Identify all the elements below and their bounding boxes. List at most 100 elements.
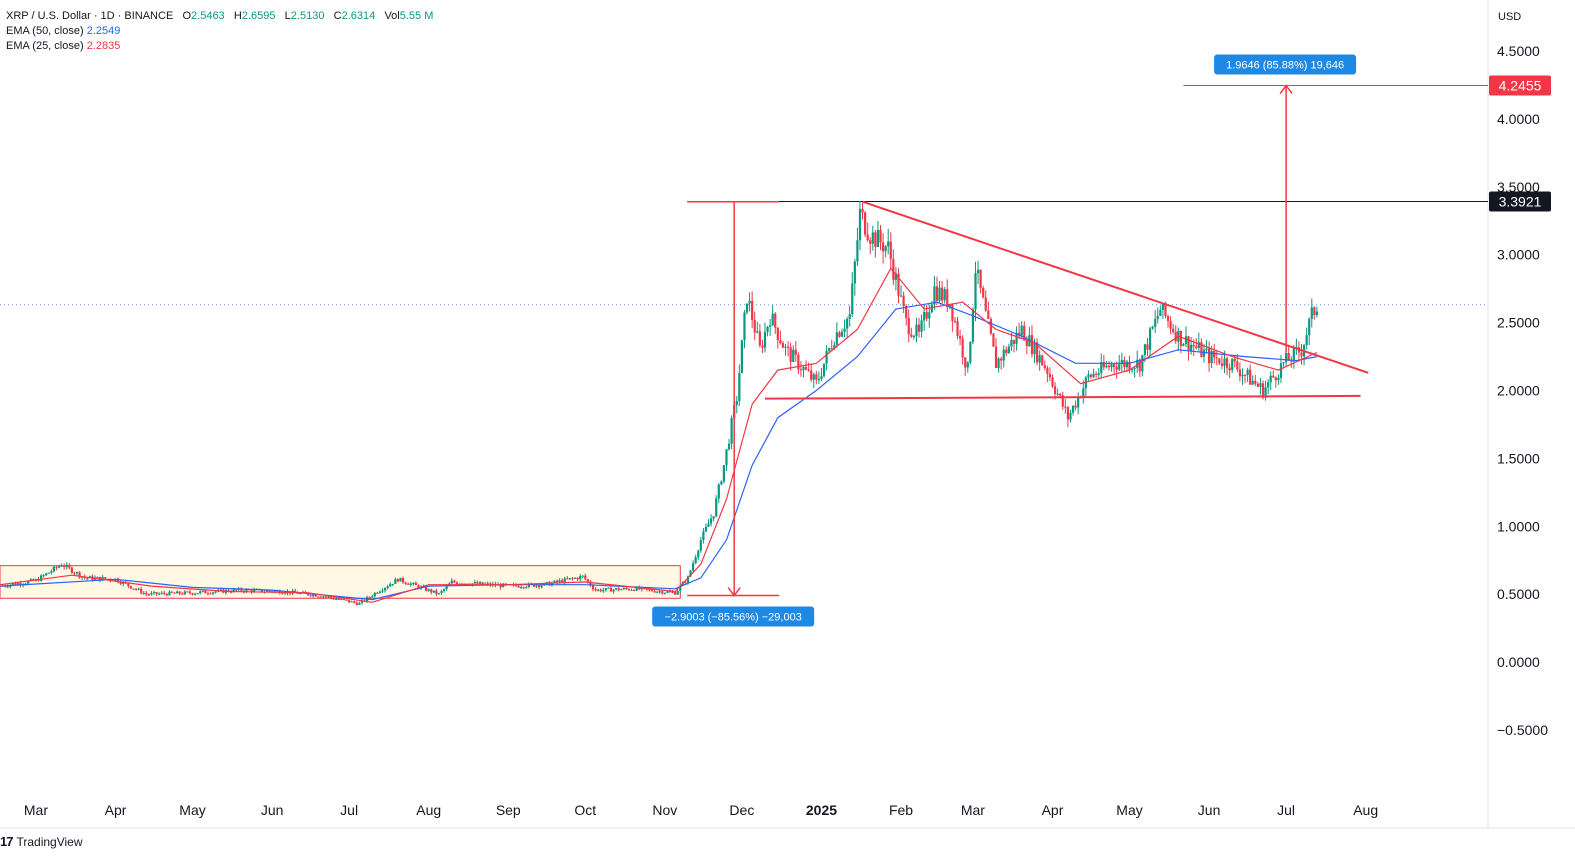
candle-body xyxy=(935,286,939,301)
candle-body xyxy=(168,591,171,596)
symbol-title[interactable]: XRP / U.S. Dollar · 1D · BINANCE xyxy=(6,10,174,22)
ema25-label[interactable]: EMA (25, close) xyxy=(6,40,84,52)
candle-body xyxy=(632,589,636,591)
candle-body xyxy=(763,331,767,348)
candle-body xyxy=(540,585,543,588)
candle-body xyxy=(756,331,759,333)
candle-body xyxy=(283,593,287,595)
candle-body xyxy=(730,418,733,444)
candle-body xyxy=(1264,387,1267,398)
candle-body xyxy=(1043,365,1046,369)
y-tick-label: 2.5000 xyxy=(1497,315,1540,331)
candle-body xyxy=(920,320,923,332)
candle-body xyxy=(1207,348,1211,364)
candle-body xyxy=(443,589,446,591)
candle-body xyxy=(389,584,392,587)
candle-body xyxy=(1172,328,1175,332)
candle-body xyxy=(912,335,915,337)
candle-body xyxy=(1107,365,1111,368)
candle-body xyxy=(692,563,695,571)
candle-body xyxy=(861,208,864,213)
candle-body xyxy=(417,585,420,589)
candle-body xyxy=(16,583,20,585)
candle-body xyxy=(1136,359,1139,368)
candle-body xyxy=(843,328,846,332)
candle-body xyxy=(191,593,194,595)
candle-body xyxy=(1228,367,1231,371)
candle-body xyxy=(1272,375,1275,378)
candle-body xyxy=(833,344,836,349)
candle-body xyxy=(404,582,407,584)
candle-body xyxy=(427,589,430,591)
candle-body xyxy=(1236,361,1239,370)
candle-body xyxy=(1118,364,1121,370)
y-tick-label: −0.5000 xyxy=(1497,722,1548,738)
candle-body xyxy=(332,597,335,600)
candle-body xyxy=(1087,374,1090,378)
candle-body xyxy=(740,340,743,374)
candle-body xyxy=(75,572,79,574)
candle-body xyxy=(771,313,774,326)
y-tick-label: 0.0000 xyxy=(1497,654,1540,670)
candle-body xyxy=(176,591,179,594)
candle-body xyxy=(871,232,874,244)
candle-body xyxy=(68,564,71,568)
candle-body xyxy=(414,582,417,586)
candle-body xyxy=(553,580,556,583)
candle-body xyxy=(214,591,217,593)
candle-body xyxy=(63,565,66,568)
candle-body xyxy=(853,261,856,284)
currency-label[interactable]: USD xyxy=(1498,11,1522,23)
candle-body xyxy=(1053,386,1057,394)
candle-body xyxy=(163,592,166,594)
candle-body xyxy=(1084,377,1087,389)
candle-body xyxy=(145,592,148,595)
y-tick-label: 0.5000 xyxy=(1497,586,1540,602)
candle-body xyxy=(635,587,638,591)
x-tick-label: Dec xyxy=(729,802,754,818)
candle-body xyxy=(1277,377,1280,381)
candle-body xyxy=(928,312,931,319)
candle-body xyxy=(712,516,715,519)
candle-body xyxy=(743,312,746,341)
candle-body xyxy=(745,303,749,313)
candle-body xyxy=(994,346,998,368)
candle-body xyxy=(663,592,666,594)
candle-body xyxy=(1102,362,1105,368)
candle-body xyxy=(432,590,435,593)
chart-legend: XRP / U.S. Dollar · 1D · BINANCE O2.5463… xyxy=(6,9,433,54)
candle-body xyxy=(941,287,944,301)
x-tick-label: Oct xyxy=(574,802,596,818)
candle-body xyxy=(155,592,158,595)
ema50-label[interactable]: EMA (50, close) xyxy=(6,25,84,37)
candle-body xyxy=(1156,316,1159,319)
target-price-badge xyxy=(1489,75,1551,96)
y-tick-label: 3.0000 xyxy=(1497,247,1540,263)
candle-body xyxy=(591,585,595,590)
candle-body xyxy=(668,591,672,593)
candle-body xyxy=(661,591,664,594)
candle-body xyxy=(1187,336,1190,352)
candle-body xyxy=(625,588,628,590)
candle-body xyxy=(204,590,207,594)
candle-body xyxy=(486,583,489,585)
tradingview-brand[interactable]: 17 TradingView xyxy=(0,834,83,849)
candle-body xyxy=(520,587,523,589)
candle-body xyxy=(571,578,574,580)
candle-body xyxy=(899,295,903,297)
consolidation-range-box xyxy=(0,565,681,599)
candle-body xyxy=(1092,373,1095,377)
candle-body xyxy=(697,550,700,558)
candle-body xyxy=(917,324,921,332)
candle-body xyxy=(1036,342,1039,363)
candle-body xyxy=(989,318,992,334)
candle-body xyxy=(178,591,181,594)
close-value: 2.6314 xyxy=(341,10,376,22)
candle-body xyxy=(1225,358,1229,368)
candle-body xyxy=(1018,332,1021,336)
candle-body xyxy=(558,580,561,582)
candle-body xyxy=(689,570,692,577)
candle-body xyxy=(812,374,815,380)
candle-body xyxy=(481,582,484,585)
